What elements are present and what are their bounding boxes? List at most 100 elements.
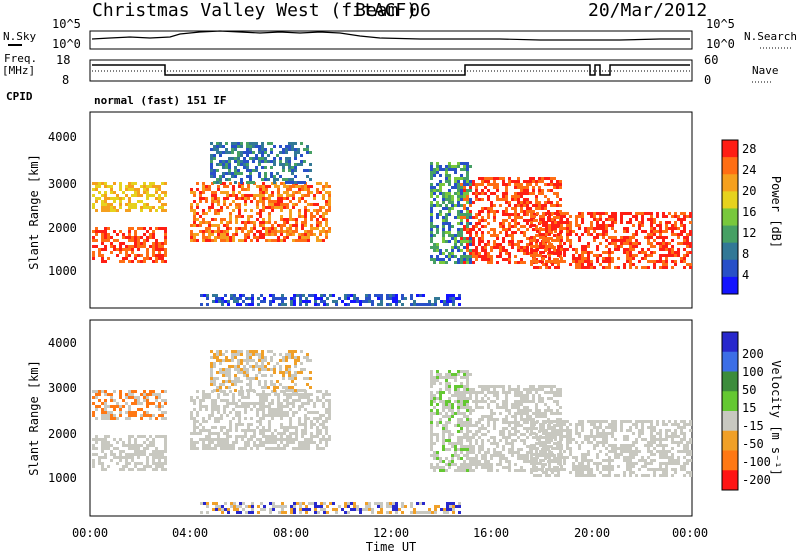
power-heatmap-cell (335, 303, 338, 306)
power-heatmap-cell (596, 233, 599, 236)
velocity-heatmap-cell (110, 459, 113, 462)
velocity-heatmap-cell (575, 456, 578, 459)
power-heatmap-cell (436, 162, 439, 165)
power-heatmap-cell (322, 188, 325, 191)
velocity-heatmap-cell (149, 417, 152, 420)
velocity-heatmap-cell (638, 468, 641, 471)
power-heatmap-cell (644, 251, 647, 254)
power-heatmap-cell (569, 239, 572, 242)
velocity-heatmap-cell (484, 388, 487, 391)
velocity-heatmap-cell (490, 454, 493, 457)
velocity-heatmap-cell (529, 415, 532, 418)
velocity-heatmap-cell (563, 435, 566, 438)
velocity-heatmap-cell (493, 421, 496, 424)
velocity-heatmap-cell (478, 436, 481, 439)
power-heatmap-cell (240, 142, 243, 145)
velocity-heatmap-cell (472, 433, 475, 436)
velocity-heatmap-cell (539, 441, 542, 444)
velocity-heatmap-cell (249, 386, 252, 389)
power-heatmap-cell (608, 224, 611, 227)
velocity-heatmap-cell (232, 441, 235, 444)
power-heatmap-cell (656, 260, 659, 263)
velocity-heatmap-cell (234, 380, 237, 383)
velocity-heatmap-cell (430, 391, 433, 394)
power-heatmap-cell (587, 251, 590, 254)
velocity-heatmap-cell (298, 396, 301, 399)
power-heatmap-cell (216, 151, 219, 154)
power-heatmap-cell (252, 142, 255, 145)
power-heatmap-cell (457, 204, 460, 207)
power-heatmap-cell (155, 254, 158, 257)
velocity-heatmap-cell (243, 359, 246, 362)
velocity-heatmap-cell (541, 388, 544, 391)
velocity-heatmap-cell (514, 433, 517, 436)
power-heatmap-cell (307, 194, 310, 197)
power-heatmap-cell (526, 207, 529, 210)
power-heatmap-cell (353, 297, 356, 300)
power-heatmap-cell (496, 255, 499, 258)
power-heatmap-cell (98, 197, 101, 200)
power-heatmap-cell (319, 215, 322, 218)
power-heatmap-cell (404, 297, 407, 300)
power-heatmap-cell (149, 227, 152, 230)
power-heatmap-cell (309, 178, 312, 181)
power-heatmap-cell (164, 230, 167, 233)
power-heatmap-cell (143, 257, 146, 260)
velocity-heatmap-cell (545, 435, 548, 438)
velocity-heatmap-cell (98, 438, 101, 441)
velocity-heatmap-cell (237, 377, 240, 380)
velocity-heatmap-cell (294, 374, 297, 377)
velocity-heatmap-cell (430, 439, 433, 442)
power-heatmap-cell (523, 186, 526, 189)
power-heatmap-cell (436, 213, 439, 216)
power-heatmap-cell (662, 254, 665, 257)
power-heatmap-cell (208, 188, 211, 191)
power-heatmap-cell (575, 248, 578, 251)
velocity-heatmap-cell (442, 427, 445, 430)
power-heatmap-cell (472, 240, 475, 243)
power-heatmap-cell (285, 151, 288, 154)
power-heatmap-cell (472, 252, 475, 255)
power-heatmap-cell (635, 254, 638, 257)
power-heatmap-cell (460, 189, 463, 192)
velocity-heatmap-cell (259, 417, 262, 420)
velocity-heatmap-cell (240, 371, 243, 374)
velocity-heatmap-cell (671, 468, 674, 471)
velocity-heatmap-cell (487, 424, 490, 427)
velocity-heatmap-cell (92, 396, 95, 399)
velocity-heatmap-cell (250, 423, 253, 426)
velocity-heatmap-cell (502, 445, 505, 448)
velocity-heatmap-cell (478, 430, 481, 433)
velocity-heatmap-cell (536, 438, 539, 441)
power-heatmap-cell (457, 234, 460, 237)
velocity-heatmap-cell (264, 356, 267, 359)
velocity-heatmap-cell (193, 447, 196, 450)
power-heatmap-cell (659, 254, 662, 257)
velocity-heatmap-cell (433, 451, 436, 454)
velocity-heatmap-cell (511, 388, 514, 391)
velocity-heatmap-cell (134, 450, 137, 453)
power-heatmap-cell (590, 233, 593, 236)
power-heatmap-cell (122, 197, 125, 200)
velocity-heatmap-cell (548, 432, 551, 435)
power-heatmap-cell (466, 213, 469, 216)
power-heatmap-cell (535, 183, 538, 186)
mode-label: normal (fast) 151 IF (94, 94, 226, 107)
velocity-heatmap-cell (554, 447, 557, 450)
power-heatmap-cell (239, 294, 242, 297)
power-heatmap-cell (256, 194, 259, 197)
velocity-heatmap-cell (499, 433, 502, 436)
power-heatmap-cell (650, 242, 653, 245)
velocity-heatmap-cell (259, 405, 262, 408)
power-heatmap-cell (161, 227, 164, 230)
power-heatmap-cell (256, 212, 259, 215)
power-heatmap-cell (454, 180, 457, 183)
power-heatmap-cell (550, 177, 553, 180)
velocity-heatmap-cell (544, 391, 547, 394)
power-heatmap-cell (101, 239, 104, 242)
power-heatmap-cell (436, 168, 439, 171)
power-heatmap-cell (511, 219, 514, 222)
velocity-heatmap-cell (508, 469, 511, 472)
velocity-heatmap-cell (259, 396, 262, 399)
velocity-heatmap-cell (134, 390, 137, 393)
